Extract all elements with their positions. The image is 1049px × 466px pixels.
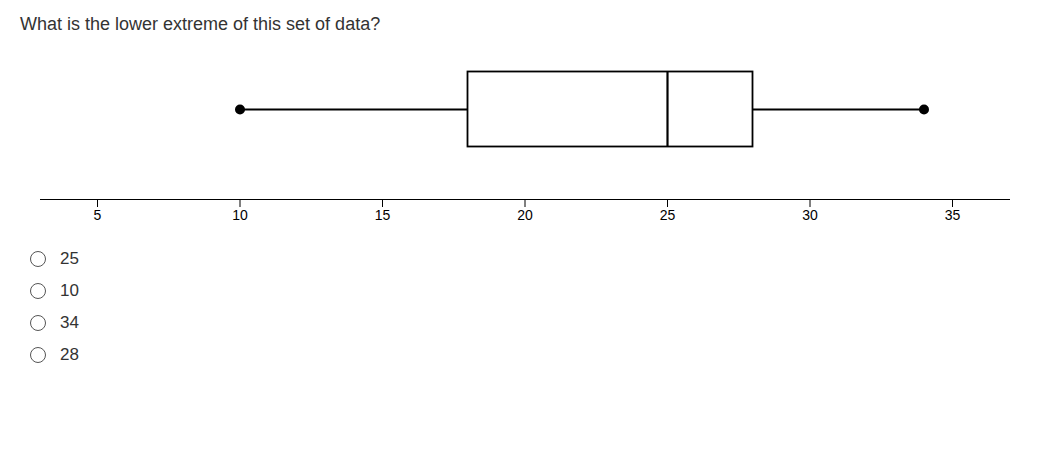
html-text:28: 28	[60, 345, 79, 364]
svg-text:25: 25	[660, 207, 676, 223]
svg-text:30: 30	[802, 207, 818, 223]
html-text:25: 25	[60, 249, 79, 268]
svg-text:5: 5	[94, 207, 102, 223]
html-text:34: 34	[60, 313, 79, 332]
html-text:What is the lower extreme of t: What is the lower extreme of this set of…	[20, 14, 381, 34]
svg-text:10: 10	[232, 207, 248, 223]
html-text:10: 10	[60, 281, 79, 300]
svg-text:35: 35	[945, 207, 961, 223]
svg-text:20: 20	[517, 207, 533, 223]
svg-text:15: 15	[375, 207, 391, 223]
